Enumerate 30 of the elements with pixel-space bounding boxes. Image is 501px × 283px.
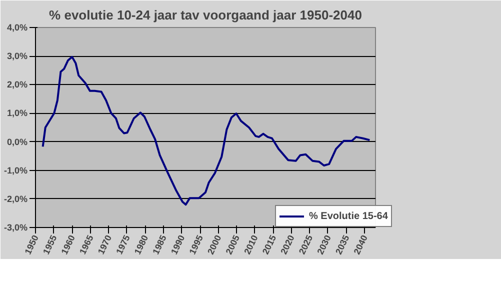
y-tick-label: 3,0%	[6, 51, 28, 62]
y-tick-label: -2,0%	[4, 194, 28, 204]
x-tick-label: 2000	[206, 234, 224, 256]
chart-title: % evolutie 10-24 jaar tav voorgaand jaar 1950-2040	[49, 8, 362, 22]
line-series	[42, 56, 371, 206]
x-tick-label: 2005	[224, 234, 242, 256]
x-tick-label: 1990	[168, 234, 187, 256]
y-tick-label: 1,0%	[6, 108, 28, 118]
y-tick-label: 0,0%	[6, 136, 28, 147]
x-tick-label: 2020	[278, 234, 296, 256]
x-tick-label: 1950	[22, 234, 40, 256]
x-tick-label: 2030	[315, 234, 333, 256]
x-tick-label: 1955	[41, 234, 59, 256]
x-tick-label: 1970	[96, 234, 114, 256]
x-tick-label: 1960	[59, 234, 78, 256]
y-tick-label: 2,0%	[6, 80, 28, 90]
legend-label: % Evolutie 15-64	[309, 210, 388, 223]
x-tick-label: 1975	[114, 234, 132, 256]
y-tick-label: -1,0%	[4, 165, 28, 176]
x-tick-label: 1980	[132, 234, 150, 256]
x-tick-label: 2040	[352, 234, 370, 256]
y-tick-label: 4,0%	[6, 22, 28, 32]
x-tick-label: 2035	[334, 234, 352, 256]
x-tick-label: 2015	[260, 234, 278, 256]
y-tick-label: -3,0%	[4, 222, 28, 232]
x-tick-label: 1995	[187, 234, 205, 256]
x-tick-label: 1985	[150, 234, 168, 256]
x-tick-label: 2010	[242, 234, 260, 256]
x-tick-label: 1965	[78, 234, 96, 256]
x-tick-label: 2025	[296, 234, 315, 256]
